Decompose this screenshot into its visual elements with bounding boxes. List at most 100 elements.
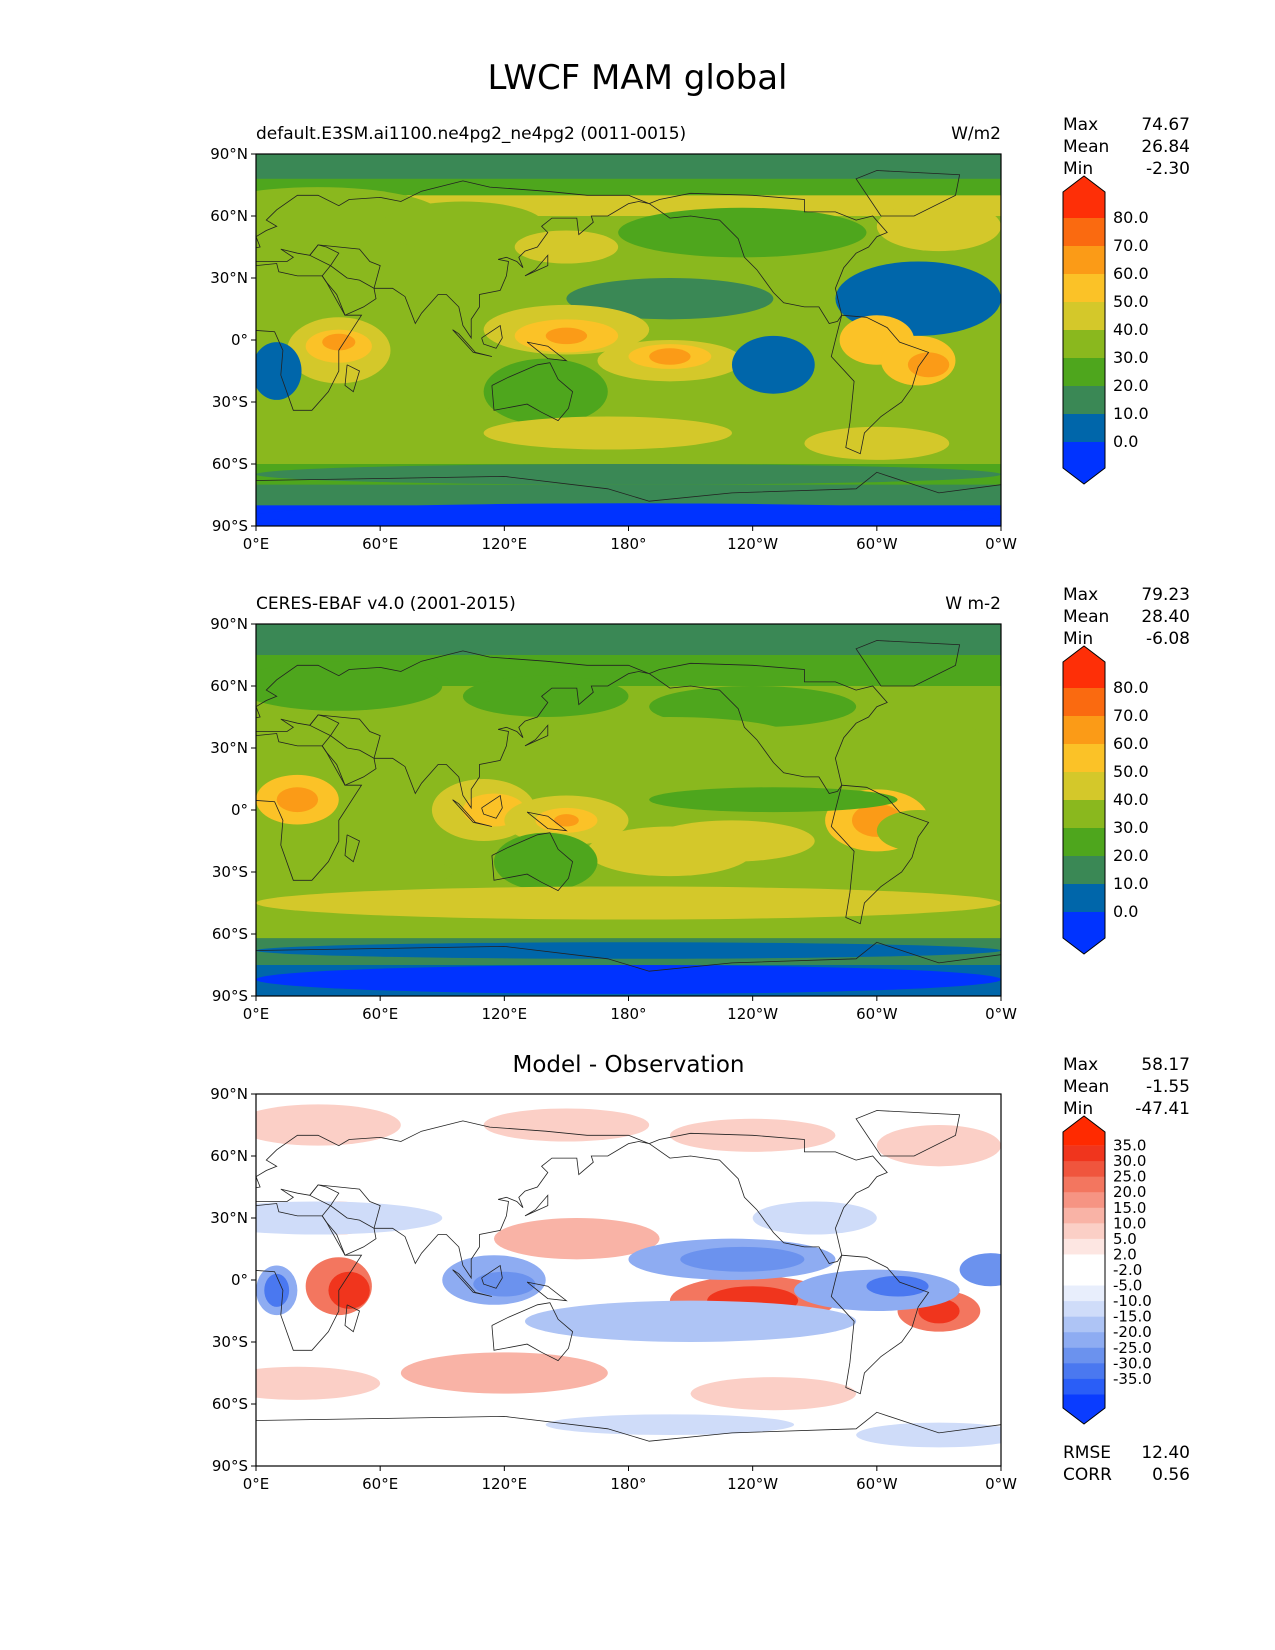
colorbar-label: 15.0 [1113, 1199, 1146, 1217]
stat-label: Min [1063, 1099, 1094, 1119]
field-contour [566, 278, 774, 320]
field-contour [856, 717, 981, 759]
coastline [256, 1203, 363, 1351]
map-field [256, 624, 1001, 996]
colorbar-cell [1063, 1145, 1105, 1162]
coastline [452, 1269, 492, 1297]
score-value: 0.56 [1152, 1465, 1190, 1485]
coastline [452, 799, 492, 827]
colorbar-label: 0.0 [1113, 902, 1138, 921]
coastline [491, 362, 574, 422]
colorbar-label: 80.0 [1113, 678, 1149, 697]
coastline [256, 941, 1001, 972]
colorbar-label: 35.0 [1113, 1137, 1146, 1155]
stat-label: Mean [1063, 137, 1110, 157]
field-contour [876, 201, 1001, 252]
score-label: CORR [1063, 1465, 1112, 1485]
stat-value: -1.55 [1146, 1077, 1190, 1097]
stat-value: 79.23 [1141, 585, 1190, 605]
field-band [256, 154, 1001, 179]
lon-tick-label: 120°W [727, 535, 778, 553]
coastline [309, 244, 377, 316]
panel-title: Model - Observation [512, 1052, 745, 1078]
colorbar-cell [1063, 1254, 1105, 1271]
coastline [344, 834, 360, 863]
coastline [830, 314, 930, 455]
lat-tick-label: 90°S [212, 517, 248, 535]
lat-tick-label: 60°N [210, 677, 248, 695]
colorbar-cell [1063, 1223, 1105, 1240]
colorbar-cell [1063, 218, 1105, 247]
coastline [256, 180, 650, 340]
lon-tick-label: 60°E [362, 1005, 398, 1023]
colorbar-cell [1063, 1363, 1105, 1380]
stats-box: Max 74.67 Mean 26.84 Min -2.30 [1063, 114, 1190, 180]
lon-tick-label: 60°W [856, 1005, 898, 1023]
colorbar-cell [1063, 1394, 1105, 1424]
coastline [526, 1281, 568, 1302]
colorbar-label: 2.0 [1113, 1245, 1137, 1263]
colorbar-cell [1063, 912, 1105, 954]
colorbar-label: -35.0 [1113, 1370, 1152, 1388]
lat-tick-label: 90°S [212, 987, 248, 1005]
coastline [481, 794, 503, 819]
colorbar-label: 5.0 [1113, 1230, 1137, 1248]
coastline [256, 1120, 650, 1280]
coastline [344, 364, 360, 393]
figure-title: LWCF MAM global [487, 58, 788, 98]
colorbar-label: 25.0 [1113, 1168, 1146, 1186]
lon-tick-label: 0°E [243, 1005, 270, 1023]
field-contour [649, 348, 691, 365]
field-contour [256, 965, 1001, 994]
field-contour [514, 230, 619, 264]
colorbar-cell [1063, 1192, 1105, 1209]
coastline [648, 662, 888, 794]
coastline [256, 1411, 1001, 1442]
colorbar-label: 30.0 [1113, 348, 1149, 367]
colorbar-cell [1063, 828, 1105, 857]
lon-tick-label: 120°E [482, 1475, 528, 1493]
coastline [309, 714, 377, 786]
colorbar-label: -10.0 [1113, 1292, 1152, 1310]
lat-tick-label: 90°N [210, 1085, 248, 1103]
colorbar-label: 30.0 [1113, 1152, 1146, 1170]
map-plot: 90°N 60°N 30°N 0° 30°S 60°S 90°S0°E 60°E 120°E 18… [210, 1085, 1152, 1493]
map-plot: 90°N 60°N 30°N 0° 30°S 60°S 90°S0°E 60°E 120°E 18… [210, 145, 1149, 553]
coastline [524, 1194, 549, 1217]
field-contour [959, 1253, 1001, 1287]
stat-value: -2.30 [1146, 159, 1190, 179]
coastline [256, 733, 363, 881]
lon-tick-label: 60°E [362, 535, 398, 553]
field-contour [804, 426, 950, 460]
stat-value: 74.67 [1141, 115, 1190, 135]
field-contour [649, 787, 898, 813]
stat-value: 28.40 [1141, 607, 1190, 627]
lat-tick-label: 60°N [210, 1147, 248, 1165]
colorbar: 80.0 70.0 60.0 50.0 40.0 30.0 20.0 10.0 0.0 [1062, 645, 1149, 955]
panel-difference: Model - Observation Max 58.17 Mean -1.55 M… [0, 1052, 1275, 1534]
coastline [648, 1132, 888, 1264]
lat-tick-label: 60°S [212, 1395, 248, 1413]
field-contour [856, 1422, 1001, 1448]
field-contour [483, 416, 732, 450]
lon-tick-label: 120°E [482, 535, 528, 553]
field-contour [256, 342, 302, 400]
colorbar-label: 70.0 [1113, 706, 1149, 725]
colorbar-label: 20.0 [1113, 376, 1149, 395]
field-contour [256, 661, 443, 711]
panel-units: W m-2 [945, 594, 1001, 614]
colorbar-cell [1063, 884, 1105, 913]
lat-tick-label: 90°N [210, 615, 248, 633]
coastline [524, 254, 549, 277]
field-contour [264, 1273, 290, 1307]
coastline [344, 1304, 360, 1333]
colorbar-cell [1063, 1238, 1105, 1255]
stat-value: -6.08 [1146, 629, 1190, 649]
coastline [855, 1110, 961, 1157]
coastline [256, 650, 650, 810]
lat-tick-label: 30°S [212, 393, 248, 411]
colorbar-label: 60.0 [1113, 734, 1149, 753]
field-contour [322, 333, 356, 351]
map-field [256, 1094, 1001, 1466]
coastline [648, 192, 888, 324]
